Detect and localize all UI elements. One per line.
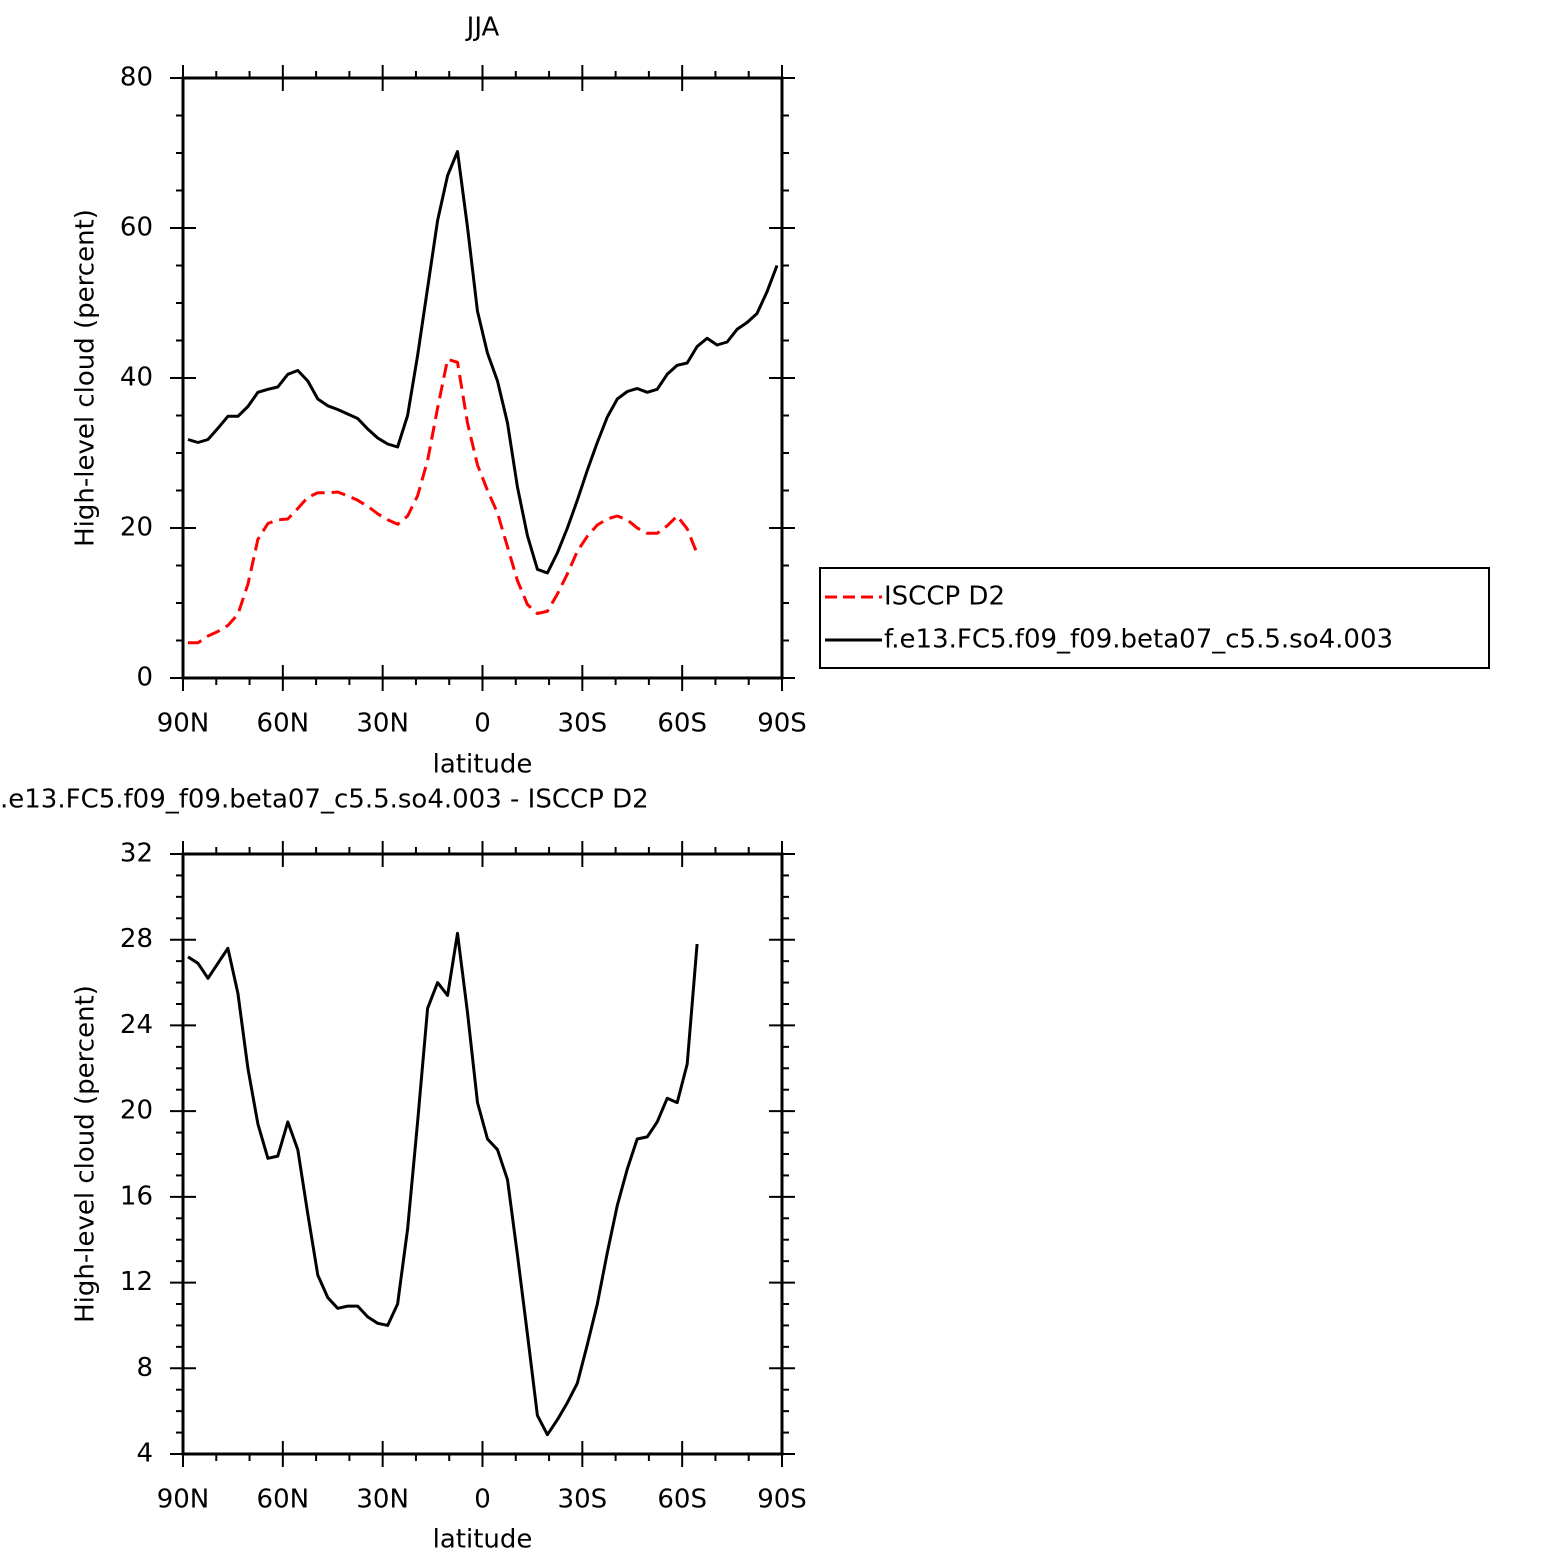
y-tick-label: 4	[136, 1439, 153, 1469]
x-tick-label: 90S	[757, 709, 807, 739]
x-tick-label: 90N	[157, 709, 210, 739]
plot-frame	[181, 852, 784, 1456]
data-line	[187, 150, 779, 575]
chart-title: JJA	[465, 13, 500, 43]
y-tick-label: 8	[136, 1353, 153, 1383]
y-tick-label: 24	[120, 1010, 153, 1040]
y-tick-label: 20	[120, 513, 153, 543]
x-axis-label: latitude	[433, 750, 533, 780]
x-tick-label: 30S	[558, 709, 608, 739]
y-tick-label: 12	[120, 1267, 153, 1297]
y-tick-label: 0	[136, 663, 153, 693]
y-axis-label: High-level cloud (percent)	[71, 985, 101, 1323]
y-tick-label: 60	[120, 213, 153, 243]
chart-panel: JJA 0 20 40 60 80 90N 60N 30N 0 30S 60S 90S latitude H…	[71, 13, 1490, 780]
x-tick-label: 60S	[657, 1485, 707, 1515]
x-tick-label: 30N	[356, 1485, 409, 1515]
x-tick-label: 0	[474, 709, 491, 739]
data-line	[187, 931, 699, 1437]
chart-title: .e13.FC5.f09_f09.beta07_c5.5.so4.003 - I…	[0, 785, 649, 815]
y-tick-label: 16	[120, 1181, 153, 1211]
x-tick-label: 30S	[558, 1485, 608, 1515]
x-tick-label: 60S	[657, 709, 707, 739]
x-tick-label: 60N	[257, 709, 310, 739]
y-axis-label: High-level cloud (percent)	[71, 209, 101, 547]
x-axis-label: latitude	[433, 1525, 533, 1555]
x-tick-label: 90S	[757, 1485, 807, 1515]
legend-label: f.e13.FC5.f09_f09.beta07_c5.5.so4.003	[884, 625, 1393, 655]
data-line	[188, 357, 699, 645]
legend-label: ISCCP D2	[884, 582, 1005, 612]
x-tick-label: 90N	[157, 1485, 210, 1515]
y-tick-label: 20	[120, 1096, 153, 1126]
y-tick-label: 32	[120, 839, 153, 869]
x-tick-label: 30N	[356, 709, 409, 739]
plot-frame	[181, 76, 784, 680]
x-tick-label: 60N	[257, 1485, 310, 1515]
legend-box	[819, 567, 1490, 669]
y-tick-label: 80	[120, 63, 153, 93]
y-tick-label: 28	[120, 924, 153, 954]
y-tick-label: 40	[120, 363, 153, 393]
chart-panel: .e13.FC5.f09_f09.beta07_c5.5.so4.003 - I…	[0, 785, 807, 1555]
x-tick-label: 0	[474, 1485, 491, 1515]
